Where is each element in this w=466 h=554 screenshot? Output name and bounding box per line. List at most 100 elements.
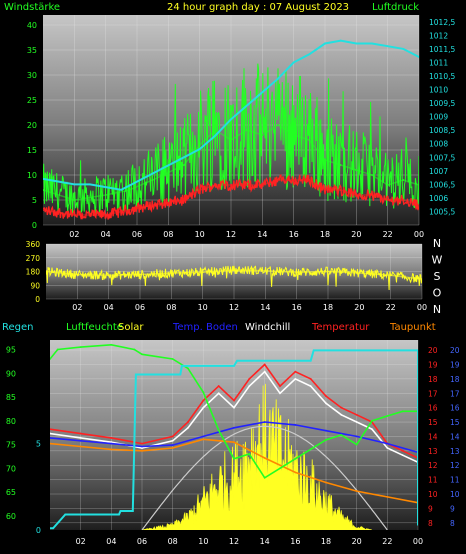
wind-series-point <box>230 139 232 141</box>
temperature-y-tick-label: 19 <box>428 360 438 369</box>
temp-x-tick-label: 08 <box>168 537 178 546</box>
series-point <box>401 410 404 413</box>
wind-series-point <box>339 39 342 42</box>
series-point <box>79 445 82 448</box>
compass-label: W <box>432 254 443 267</box>
temp-x-tick-label: 20 <box>352 537 362 546</box>
series-point <box>110 343 113 346</box>
series-point <box>133 348 136 351</box>
wind-series-point <box>214 184 217 186</box>
series-point <box>187 421 189 423</box>
direction-x-tick-label: 02 <box>72 303 82 312</box>
direction-x-tick-label: 16 <box>292 303 302 312</box>
temperature-y-tick-label: 15 <box>428 418 438 427</box>
wind-series-point <box>355 169 358 171</box>
wind-series-point <box>104 194 107 196</box>
compass-label: N <box>433 303 441 316</box>
wind-series-point <box>277 77 279 80</box>
wind-series-point <box>402 199 405 201</box>
direction-series-point <box>107 274 110 277</box>
temperature-y-tick-label: 10 <box>428 490 438 499</box>
wind-x-tick-label: 16 <box>289 230 299 239</box>
wind-series-point <box>214 129 217 131</box>
humidity-y-tick-label: 65 <box>6 488 16 497</box>
series-point <box>417 349 418 352</box>
wind-x-tick-label: 22 <box>383 230 393 239</box>
wind-series-point <box>371 174 373 176</box>
solar-max-curve <box>141 425 388 530</box>
pressure-y-tick-label: 1009 <box>429 113 448 122</box>
series-point <box>110 436 113 439</box>
series-point <box>236 359 238 362</box>
wind-y-tick-label: 15 <box>27 146 37 155</box>
wind-series-point <box>43 178 44 180</box>
wind-x-tick-label: 14 <box>257 230 267 239</box>
temp-x-tick-label: 04 <box>106 537 116 546</box>
legend-item: Solar <box>118 322 144 333</box>
direction-y-tick-label: 360 <box>26 240 41 249</box>
series-point <box>171 358 174 360</box>
wind-series-point <box>386 199 389 201</box>
direction-x-tick-label: 14 <box>260 303 270 312</box>
temperature-y-tick-label: 14 <box>428 432 438 441</box>
series-point <box>294 457 297 460</box>
legend-item: Temperatur <box>311 322 370 333</box>
direction-x-tick-label: 12 <box>229 303 239 312</box>
wind-series-point <box>292 134 295 136</box>
series-point <box>248 385 251 387</box>
series-point <box>233 406 235 409</box>
series-point <box>355 435 358 438</box>
wind-series-point <box>73 183 76 186</box>
wind-series-point <box>355 42 358 45</box>
direction-series <box>46 269 422 281</box>
series-point <box>309 448 312 451</box>
series-point <box>58 520 61 523</box>
series-point <box>217 429 220 432</box>
wind-series-point <box>198 189 201 191</box>
wind-series-point <box>277 179 279 181</box>
wind-y-tick-label: 25 <box>27 96 37 105</box>
series-point <box>79 439 82 442</box>
series-point <box>325 402 327 405</box>
series-point <box>294 370 297 373</box>
wind-series-point <box>43 189 44 191</box>
series-point <box>79 346 82 349</box>
pressure-y-tick-label: 1011 <box>429 58 448 67</box>
series-point <box>233 441 235 444</box>
direction-grid <box>46 243 423 300</box>
wind-series-point <box>402 179 405 181</box>
series-point <box>309 359 312 362</box>
series-point <box>52 527 54 530</box>
series-point <box>248 453 251 455</box>
pressure-y-tick-label: 1008,5 <box>429 126 455 135</box>
wind-series-point <box>339 164 342 166</box>
series-point <box>202 399 205 402</box>
direction-x-tick-label: 22 <box>386 303 396 312</box>
series-point <box>79 432 82 435</box>
temperature-y-tick-label: 11 <box>428 476 438 485</box>
series-point <box>312 349 315 352</box>
series-point <box>217 385 220 387</box>
wind-series-point <box>355 194 358 196</box>
wind-y-tick-label: 10 <box>27 171 37 180</box>
wind-series-point <box>183 156 185 159</box>
series-point <box>263 363 266 366</box>
series-point <box>233 365 235 367</box>
series-point <box>202 435 205 438</box>
series-point <box>171 444 174 446</box>
direction-series-point <box>139 273 141 276</box>
wind-series-point <box>57 180 60 183</box>
temp-x-tick-label: 18 <box>321 537 331 546</box>
wind-series-point <box>324 42 326 45</box>
series-point <box>233 457 235 460</box>
pressure-y-ticks-right: 1005,5 1006 1006,5 1007 1007,5 1008 1008,5 1009… <box>429 18 455 217</box>
direction-x-tick-label: 04 <box>104 303 114 312</box>
direction-series-point <box>76 273 79 276</box>
wind-series-point <box>73 214 76 216</box>
temperature-y-ticks: 8 9 10 11 12 13 14 15 16 17 18 19 20 <box>428 346 438 528</box>
wind-series-point <box>261 91 264 94</box>
legend-item: Luftfeuchte <box>66 322 123 333</box>
soil-temp-y-tick-label: 11 <box>450 476 460 485</box>
